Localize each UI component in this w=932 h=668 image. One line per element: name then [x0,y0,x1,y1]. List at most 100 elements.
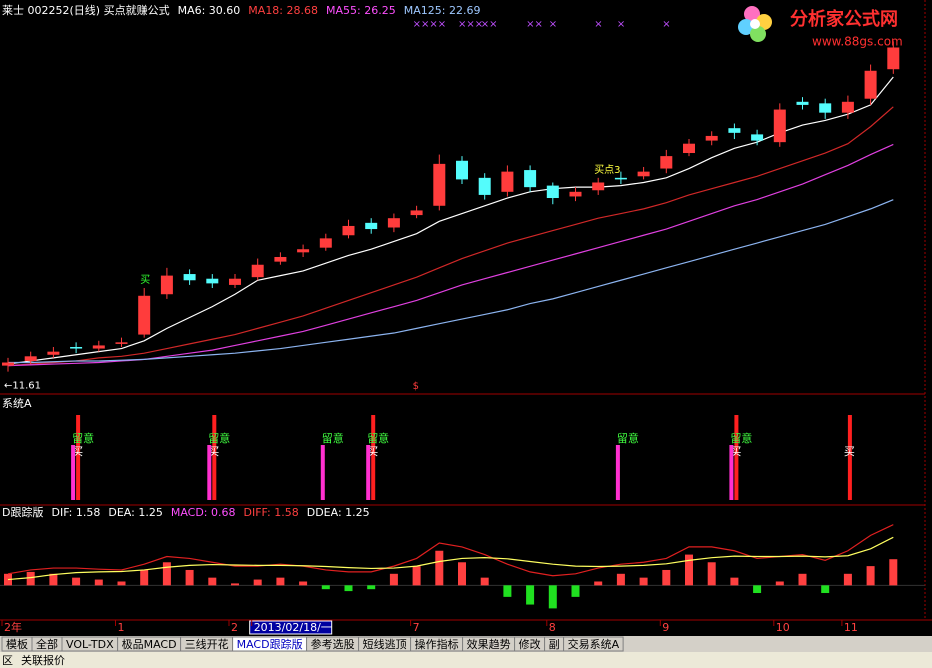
x-tick-label: 1 [118,621,125,634]
candle-body [887,47,900,70]
tab-label[interactable]: 操作指标 [415,637,459,651]
signal-bar [366,445,371,500]
logo-petal [750,26,766,42]
candle-body [365,222,378,230]
tab-label[interactable]: 副 [549,638,560,651]
candle-body [751,134,764,141]
macd-bar [685,554,693,586]
header-item: MA18: 28.68 [248,4,318,17]
logo-petal [738,19,754,35]
candle-body [47,351,60,355]
candle-body [274,256,287,262]
annotation: ××× [458,19,483,30]
candle-body [2,362,14,366]
macd-bar [889,559,898,586]
tab-label[interactable]: 交易系统A [568,637,620,651]
macd-bar [798,573,807,586]
candle-body [728,128,741,133]
signal-label: 留意 [730,431,752,445]
candle-body [183,274,196,281]
macd-bar [526,585,535,605]
x-tick-label: 9 [662,621,669,634]
logo-center [750,19,760,29]
macd-bar [753,585,762,594]
macd-bar [117,581,126,586]
candle-body [773,109,786,143]
signal-bar [615,445,620,500]
candle-body [24,356,37,361]
annotation: ←11.61 [4,381,41,392]
macd-bar [730,577,739,586]
macd-bar [775,581,784,586]
macd-bar [639,577,648,586]
macd-bar [299,581,308,586]
signal-bar [76,415,81,500]
signal-label: 留意 [72,431,94,445]
macd-bar [162,562,171,586]
macd-bar [571,585,580,597]
tab-label[interactable]: VOL-TDX [66,638,114,651]
annotation: ×××× [413,19,447,30]
logo-url: www.88gs.com [812,35,903,49]
macd-bar [389,573,398,586]
macd-bar [616,573,625,586]
tab-label[interactable]: 效果趋势 [467,637,511,651]
macd-bar [594,581,603,586]
candle-body [524,170,537,188]
candle-body [70,346,83,349]
status-item[interactable]: 关联报价 [21,653,65,667]
candle-body [410,210,423,216]
signal-bar [847,415,852,500]
ma-line [7,143,894,367]
signal-label: 留意 [617,431,639,445]
macd-bar [253,579,262,586]
macd-bar [821,585,830,594]
tab-label[interactable]: 短线逃顶 [363,637,407,651]
tab-label[interactable]: 极品MACD [122,637,177,651]
signal-label: 留意 [208,431,230,445]
tab-label[interactable]: 全部 [36,637,58,651]
candle-body [115,342,128,344]
x-tick-label: 10 [776,621,790,634]
status-item[interactable]: 区 [2,654,13,667]
macd-line [7,536,894,581]
macd-bar [185,569,194,586]
macd-bar [94,579,103,586]
macd-bar [26,571,35,586]
macd-bar [480,577,489,586]
tab-label[interactable]: 三线开花 [185,637,229,651]
candle-body [841,101,854,113]
logo: 分析家公式网 www.88gs.com [738,6,903,49]
tab[interactable] [563,636,624,652]
signal-label: 买 [367,445,378,458]
candle-body [251,264,264,278]
signal-bar [320,445,325,500]
macd-bar [843,573,852,586]
tab-label[interactable]: 参考选股 [311,637,355,651]
header-item: DEA: 1.25 [108,506,162,519]
annotation: × [662,19,670,30]
tab-label[interactable]: MACD跟踪版 [237,637,303,651]
signal-label: 买 [730,445,741,458]
candle-body [342,225,355,236]
logo-petal [756,14,772,30]
annotation: ×× [481,19,498,30]
candle-body [297,249,310,253]
signal-bar [207,445,212,500]
tab-label[interactable]: 模板 [6,637,28,651]
annotation: 买点3 [594,164,620,176]
ma-line [7,106,894,367]
signal-bar [734,415,739,500]
macd-bar [866,566,875,586]
candle-body [796,101,809,105]
tab-label[interactable]: 修改 [519,637,541,651]
macd-bar [344,585,353,592]
annotation: × [617,19,625,30]
signal-label: 买 [208,445,219,458]
x-tick-label: 2年 [4,620,22,634]
header-item: DIF: 1.58 [51,506,100,519]
macd-bar [548,585,557,609]
header-item: MA55: 26.25 [326,4,396,17]
macd-bar [503,585,512,597]
